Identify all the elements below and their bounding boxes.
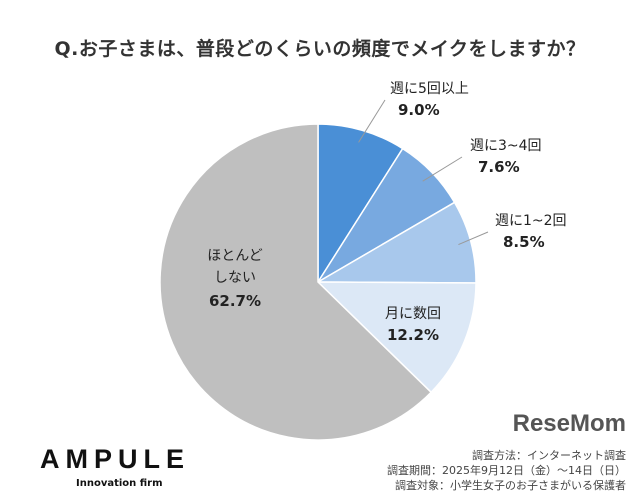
brand-logo: AMPULE: [40, 444, 190, 474]
leader-line: [458, 231, 489, 245]
leader-line: [358, 99, 386, 143]
pie-slice: [315, 201, 477, 284]
pie-slice: [317, 123, 404, 285]
slice-label: 週に3~4回: [470, 138, 542, 154]
leader-line: [422, 156, 463, 182]
slice-label: しない: [214, 270, 256, 286]
slice-value: 8.5%: [503, 233, 545, 251]
slice-label: 週に5回以上: [390, 81, 469, 97]
pie-slice: [159, 123, 433, 441]
brand-tagline: Innovation firm: [76, 478, 163, 489]
survey-period: 調査期間：2025年9月12日（金）～14日（日）: [387, 464, 626, 477]
slice-label: 週に1~2回: [495, 213, 567, 229]
slice-value: 9.0%: [398, 101, 440, 119]
pie-slice: [316, 281, 477, 394]
slice-label: 月に数回: [385, 306, 441, 322]
slice-label: ほとんど: [207, 248, 263, 264]
slice-value: 62.7%: [209, 292, 261, 310]
slice-value: 12.2%: [387, 326, 439, 344]
chart-title: Q.お子さまは、普段どのくらいの頻度でメイクをしますか？: [54, 38, 586, 60]
survey-method: 調査方法：インターネット調査: [472, 449, 626, 462]
watermark: ReseMom: [512, 410, 626, 437]
survey-target: 調査対象：小学生女子のお子さまがいる保護者: [395, 479, 626, 492]
slice-value: 7.6%: [478, 158, 520, 176]
